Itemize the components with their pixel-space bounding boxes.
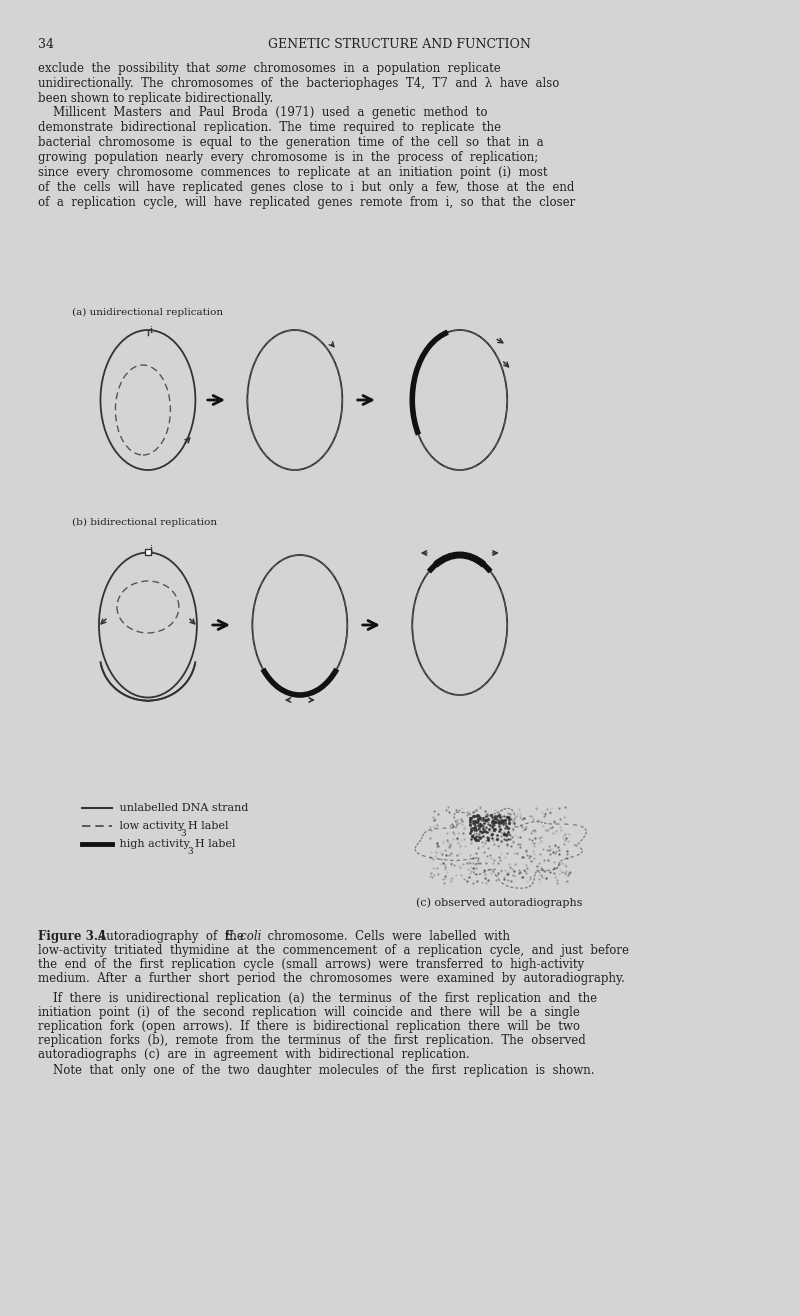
Text: low-activity  tritiated  thymidine  at  the  commencement  of  a  replication  c: low-activity tritiated thymidine at the …: [38, 944, 629, 957]
Text: initiation  point  (i)  of  the  second  replication  will  coincide  and  there: initiation point (i) of the second repli…: [38, 1005, 580, 1019]
Text: replication  fork  (open  arrows).  If  there  is  bidirectional  replication  t: replication fork (open arrows). If there…: [38, 1020, 580, 1033]
Text: high activity: high activity: [116, 840, 193, 849]
Text: H label: H label: [195, 840, 235, 849]
Text: If  there  is  unidirectional  replication  (a)  the  terminus  of  the  first  : If there is unidirectional replication (…: [38, 992, 597, 1005]
Text: E. coli: E. coli: [224, 930, 262, 944]
Text: Autoradiography  of  the: Autoradiography of the: [94, 930, 251, 944]
Text: low activity: low activity: [116, 821, 188, 830]
Text: bacterial  chromosome  is  equal  to  the  generation  time  of  the  cell  so  : bacterial chromosome is equal to the gen…: [38, 136, 544, 149]
Text: 34: 34: [38, 38, 54, 51]
Text: autoradiographs  (c)  are  in  agreement  with  bidirectional  replication.: autoradiographs (c) are in agreement wit…: [38, 1048, 470, 1061]
Text: chromosomes  in  a  population  replicate: chromosomes in a population replicate: [246, 62, 501, 75]
Text: unlabelled DNA strand: unlabelled DNA strand: [116, 803, 248, 813]
Text: of  a  replication  cycle,  will  have  replicated  genes  remote  from  i,  so : of a replication cycle, will have replic…: [38, 196, 575, 209]
Text: medium.  After  a  further  short  period  the  chromosomes  were  examined  by : medium. After a further short period the…: [38, 973, 625, 984]
Text: 3: 3: [187, 848, 193, 855]
Text: since  every  chromosome  commences  to  replicate  at  an  initiation  point  (: since every chromosome commences to repl…: [38, 166, 547, 179]
Text: H label: H label: [188, 821, 228, 830]
Text: unidirectionally.  The  chromosomes  of  the  bacteriophages  T4,  T7  and  λ  h: unidirectionally. The chromosomes of the…: [38, 78, 559, 89]
Text: Note  that  only  one  of  the  two  daughter  molecules  of  the  first  replic: Note that only one of the two daughter m…: [38, 1065, 594, 1076]
Text: (b) bidirectional replication: (b) bidirectional replication: [72, 519, 217, 528]
Text: the  end  of  the  first  replication  cycle  (small  arrows)  were  transferred: the end of the first replication cycle (…: [38, 958, 584, 971]
Text: Figure 3.4: Figure 3.4: [38, 930, 106, 944]
Text: i: i: [150, 545, 153, 554]
Text: Millicent  Masters  and  Paul  Broda  (1971)  used  a  genetic  method  to: Millicent Masters and Paul Broda (1971) …: [38, 107, 487, 118]
Text: i: i: [150, 326, 153, 336]
Text: demonstrate  bidirectional  replication.  The  time  required  to  replicate  th: demonstrate bidirectional replication. T…: [38, 121, 501, 134]
Text: chromosome.  Cells  were  labelled  with: chromosome. Cells were labelled with: [260, 930, 510, 944]
Text: growing  population  nearly  every  chromosome  is  in  the  process  of  replic: growing population nearly every chromoso…: [38, 151, 538, 164]
Text: replication  forks  (b),  remote  from  the  terminus  of  the  first  replicati: replication forks (b), remote from the t…: [38, 1034, 586, 1048]
Text: (c) observed autoradiographs: (c) observed autoradiographs: [417, 898, 583, 908]
Text: of  the  cells  will  have  replicated  genes  close  to  i  but  only  a  few, : of the cells will have replicated genes …: [38, 182, 574, 193]
Text: GENETIC STRUCTURE AND FUNCTION: GENETIC STRUCTURE AND FUNCTION: [268, 38, 531, 51]
Text: exclude  the  possibility  that: exclude the possibility that: [38, 62, 214, 75]
Text: 3: 3: [180, 829, 186, 838]
Text: (a) unidirectional replication: (a) unidirectional replication: [72, 308, 223, 317]
Text: some: some: [216, 62, 247, 75]
Text: been shown to replicate bidirectionally.: been shown to replicate bidirectionally.: [38, 92, 274, 105]
